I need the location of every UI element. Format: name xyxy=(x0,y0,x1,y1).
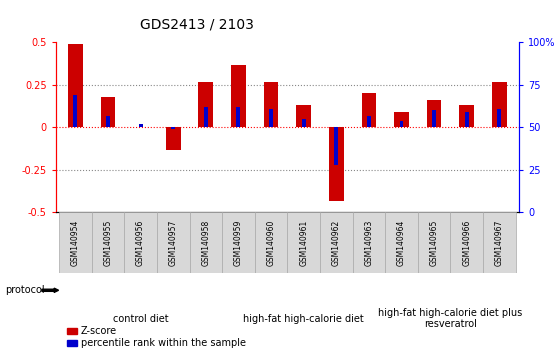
Bar xyxy=(287,212,320,273)
Bar xyxy=(269,109,273,127)
Text: GSM140962: GSM140962 xyxy=(332,219,341,266)
Text: GSM140965: GSM140965 xyxy=(430,219,439,266)
Bar xyxy=(483,212,516,273)
Bar xyxy=(124,212,157,273)
Bar xyxy=(329,127,344,200)
Text: GSM140964: GSM140964 xyxy=(397,219,406,266)
Bar xyxy=(106,115,110,127)
Bar xyxy=(302,119,306,127)
Text: percentile rank within the sample: percentile rank within the sample xyxy=(81,338,246,348)
Bar xyxy=(296,105,311,127)
Bar xyxy=(59,212,92,273)
Bar xyxy=(171,127,175,129)
Bar xyxy=(74,95,78,127)
Bar xyxy=(492,81,507,127)
Bar xyxy=(459,105,474,127)
Bar xyxy=(222,212,255,273)
Text: GSM140961: GSM140961 xyxy=(299,219,308,266)
Text: GSM140959: GSM140959 xyxy=(234,219,243,266)
Bar xyxy=(264,81,278,127)
Text: GDS2413 / 2103: GDS2413 / 2103 xyxy=(140,18,253,32)
Bar xyxy=(255,212,287,273)
Bar xyxy=(362,93,376,127)
Bar xyxy=(427,100,441,127)
Bar xyxy=(320,212,353,273)
Bar xyxy=(237,107,240,127)
Bar xyxy=(166,127,181,149)
Bar xyxy=(432,110,436,127)
Text: GSM140958: GSM140958 xyxy=(201,219,210,266)
Text: high-fat high-calorie diet plus
resveratrol: high-fat high-calorie diet plus resverat… xyxy=(378,308,523,330)
Bar xyxy=(157,212,190,273)
Text: GSM140963: GSM140963 xyxy=(364,219,373,266)
Bar xyxy=(138,124,142,127)
Bar xyxy=(450,212,483,273)
Text: GSM140967: GSM140967 xyxy=(495,219,504,266)
Text: GSM140957: GSM140957 xyxy=(169,219,177,266)
Bar xyxy=(231,64,246,127)
Text: control diet: control diet xyxy=(113,314,169,324)
Text: Z-score: Z-score xyxy=(81,326,117,336)
Bar xyxy=(100,97,116,127)
Bar xyxy=(497,109,501,127)
Text: protocol: protocol xyxy=(6,285,45,295)
Bar xyxy=(353,212,385,273)
Bar xyxy=(204,107,208,127)
Bar xyxy=(190,212,222,273)
Bar xyxy=(92,212,124,273)
Text: high-fat high-calorie diet: high-fat high-calorie diet xyxy=(243,314,364,324)
Bar xyxy=(334,127,338,165)
Bar xyxy=(385,212,418,273)
Text: GSM140956: GSM140956 xyxy=(136,219,145,266)
Text: GSM140960: GSM140960 xyxy=(267,219,276,266)
Text: GSM140954: GSM140954 xyxy=(71,219,80,266)
Text: GSM140966: GSM140966 xyxy=(462,219,472,266)
Bar xyxy=(68,44,83,127)
Bar xyxy=(418,212,450,273)
Bar xyxy=(465,112,469,127)
Bar xyxy=(400,121,403,127)
Bar xyxy=(199,81,213,127)
Bar xyxy=(394,112,409,127)
Bar xyxy=(367,115,371,127)
Text: GSM140955: GSM140955 xyxy=(103,219,113,266)
